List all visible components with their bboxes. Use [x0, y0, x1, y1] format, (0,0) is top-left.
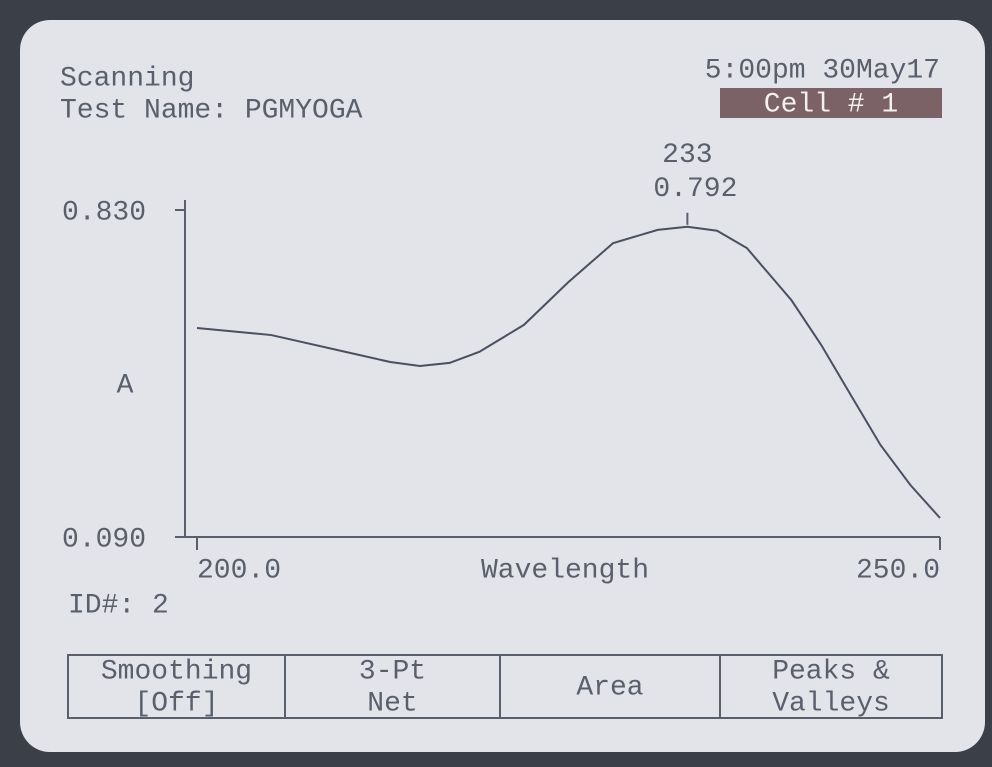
peak-y-label: 0.792 — [653, 174, 737, 205]
soft-key-label: Area — [576, 672, 643, 703]
datetime: 5:00pm 30May17 — [705, 55, 940, 86]
y-tick-label: 0.830 — [62, 197, 146, 228]
x-tick-label: 250.0 — [856, 555, 940, 586]
x-tick-label: 200.0 — [197, 555, 281, 586]
soft-key-label: Smoothing — [101, 656, 252, 687]
soft-key-label: Peaks & — [772, 656, 890, 687]
y-axis-label: A — [117, 370, 134, 401]
y-tick-label: 0.090 — [62, 524, 146, 555]
peak-x-label: 233 — [662, 140, 712, 171]
screen-photo: Scanning Test Name: PGMYOGA 5:00pm 30May… — [0, 0, 992, 762]
cell: Cell # 1 — [764, 89, 898, 120]
test-name: Test Name: PGMYOGA — [60, 95, 363, 126]
soft-key-label: Net — [367, 688, 417, 719]
x-axis-label: Wavelength — [481, 555, 649, 586]
status: Scanning — [60, 63, 194, 94]
page: Scanning Test Name: PGMYOGA 5:00pm 30May… — [0, 0, 992, 762]
soft-key-label: Valleys — [772, 688, 890, 719]
id-number: ID#: 2 — [68, 590, 169, 621]
screen — [20, 20, 985, 752]
soft-key-label: 3-Pt — [359, 656, 426, 687]
soft-key-label: [Off] — [134, 688, 218, 719]
